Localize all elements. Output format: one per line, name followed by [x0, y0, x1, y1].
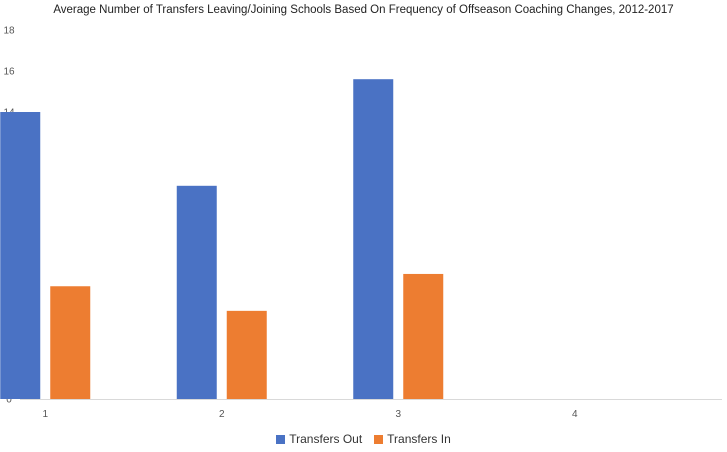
x-tick-label: 3	[395, 409, 401, 420]
x-tick-label: 1	[42, 409, 48, 420]
chart-title: Average Number of Transfers Leaving/Join…	[53, 4, 674, 16]
legend-swatch-transfers-in	[374, 434, 384, 444]
x-tick-label: 2	[219, 409, 225, 420]
legend-item-transfers-out[interactable]: Transfers Out	[276, 432, 362, 446]
legend-label-transfers-in: Transfers In	[387, 432, 451, 446]
y-tick-label: 18	[3, 26, 15, 37]
bar-transfers-out-2[interactable]	[176, 185, 217, 399]
y-tick-label: 0	[6, 395, 12, 406]
bar-transfers-out-3[interactable]	[353, 79, 394, 399]
x-tick-label: 4	[572, 409, 578, 420]
bar-transfers-out-1[interactable]	[0, 112, 41, 399]
bar-transfers-in-1[interactable]	[50, 286, 91, 399]
legend-item-transfers-in[interactable]: Transfers In	[374, 432, 451, 446]
bar-transfers-in-2[interactable]	[226, 310, 267, 399]
bars-group	[0, 79, 444, 399]
y-tick-label: 16	[3, 67, 15, 78]
legend-label-transfers-out: Transfers Out	[289, 432, 363, 446]
legend-swatch-transfers-out	[276, 434, 286, 444]
legend: Transfers Out Transfers In	[0, 432, 727, 446]
x-axis-ticks: 1 2 3 4	[42, 409, 578, 420]
bar-transfers-in-3[interactable]	[403, 273, 444, 399]
